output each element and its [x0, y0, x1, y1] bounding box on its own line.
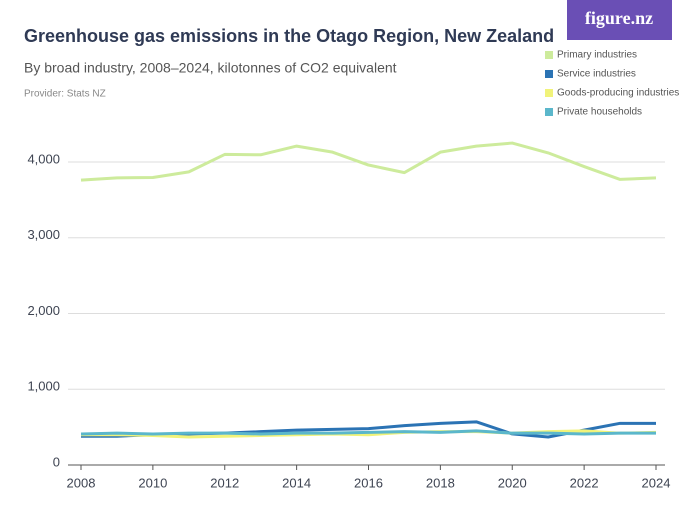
- legend-label: Private households: [557, 107, 642, 118]
- legend-swatch: [545, 89, 553, 97]
- y-tick-label: 0: [53, 454, 60, 469]
- logo[interactable]: figure.nz: [585, 8, 653, 28]
- legend-swatch: [545, 108, 553, 116]
- x-tick-label: 2012: [210, 475, 239, 490]
- x-tick-label: 2024: [642, 475, 671, 490]
- x-tick-label: 2016: [354, 475, 383, 490]
- legend-label: Primary industries: [557, 50, 637, 61]
- series-line: [81, 429, 657, 439]
- legend-label: Goods-producing industries: [557, 88, 679, 99]
- x-tick-label: 2014: [282, 475, 311, 490]
- y-tick-label: 2,000: [27, 303, 60, 318]
- x-tick-label: 2018: [426, 475, 455, 490]
- logo-box: [567, 0, 672, 40]
- x-tick-label: 2008: [67, 475, 96, 490]
- source: Provider: Stats NZ: [24, 89, 106, 100]
- series-line: [80, 429, 656, 436]
- series-line: [80, 141, 657, 182]
- x-tick-label: 2010: [138, 475, 167, 490]
- y-tick-label: 1,000: [27, 379, 60, 394]
- legend-swatch: [545, 51, 553, 59]
- x-tick-label: 2022: [570, 475, 599, 490]
- legend-label: Service industries: [557, 69, 636, 80]
- y-tick-label: 4,000: [27, 151, 60, 166]
- legend-swatch: [545, 70, 553, 78]
- chart-title: Greenhouse gas emissions in the Otago Re…: [24, 26, 554, 46]
- chart-subtitle: By broad industry, 2008–2024, kilotonnes…: [24, 60, 397, 76]
- y-tick-label: 3,000: [27, 227, 60, 242]
- x-tick-label: 2020: [498, 475, 527, 490]
